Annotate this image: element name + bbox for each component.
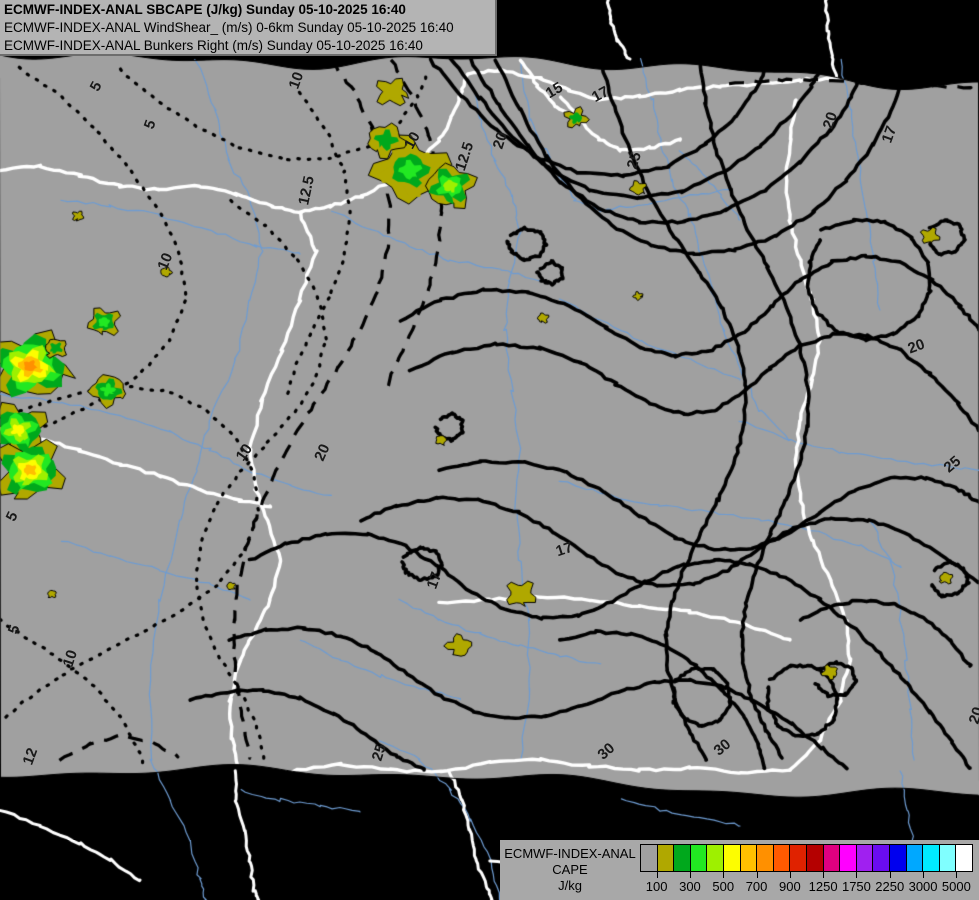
colorbar-tick (889, 872, 891, 878)
colorbar-wrap: 100 300 500 700 900 1250 1750 2250 3000 5000 (640, 844, 979, 897)
colorbar-swatch-0 (641, 845, 658, 871)
header-info-panel: ECMWF-INDEX-ANAL SBCAPE (J/kg) Sunday 05… (0, 0, 497, 56)
colorbar-swatch-5 (723, 845, 741, 871)
colorbar-swatch-4 (707, 845, 724, 871)
colorbar-swatch-16 (906, 845, 924, 871)
colorbar[interactable] (640, 844, 973, 872)
legend-title-units: J/kg (558, 878, 582, 893)
colorbar-tick (956, 872, 958, 878)
colorbar-tick (789, 872, 791, 878)
colorbar-tick (756, 872, 758, 878)
colorbar-swatch-18 (939, 845, 957, 871)
colorbar-tick-labels: 100 300 500 700 900 1250 1750 2250 3000 5000 (640, 879, 973, 897)
colorbar-swatch-19 (956, 845, 972, 871)
colorbar-swatch-12 (840, 845, 857, 871)
colorbar-label: 900 (778, 879, 801, 894)
legend-title-block: ECMWF-INDEX-ANAL CAPE J/kg (500, 844, 640, 894)
colorbar-tick (856, 872, 858, 878)
colorbar-label: 5000 (941, 879, 971, 894)
colorbar-tick (923, 872, 925, 878)
colorbar-legend-panel: ECMWF-INDEX-ANAL CAPE J/kg 100 300 500 700 9… (500, 840, 979, 900)
header-line-sbcape: ECMWF-INDEX-ANAL SBCAPE (J/kg) Sunday 05… (4, 2, 406, 17)
colorbar-swatch-1 (657, 845, 675, 871)
colorbar-swatch-9 (790, 845, 807, 871)
colorbar-label: 3000 (908, 879, 938, 894)
colorbar-swatch-15 (889, 845, 907, 871)
legend-title-field: CAPE (552, 862, 588, 877)
colorbar-ticks (640, 872, 973, 879)
colorbar-tick (823, 872, 825, 878)
colorbar-swatch-10 (806, 845, 824, 871)
colorbar-label: 500 (712, 879, 735, 894)
colorbar-label: 100 (645, 879, 668, 894)
colorbar-swatch-7 (757, 845, 774, 871)
colorbar-tick (723, 872, 725, 878)
colorbar-swatch-3 (690, 845, 708, 871)
legend-title-model: ECMWF-INDEX-ANAL (504, 846, 636, 861)
header-line-bunkers-right: ECMWF-INDEX-ANAL Bunkers Right (m/s) Sun… (4, 38, 423, 53)
colorbar-swatch-17 (923, 845, 940, 871)
colorbar-swatch-6 (740, 845, 758, 871)
colorbar-swatch-8 (773, 845, 791, 871)
header-line-windshear: ECMWF-INDEX-ANAL WindShear_ (m/s) 0-6km … (4, 20, 454, 35)
colorbar-tick (689, 872, 691, 878)
colorbar-label: 1250 (808, 879, 838, 894)
colorbar-swatch-2 (674, 845, 691, 871)
colorbar-swatch-14 (873, 845, 890, 871)
colorbar-label: 2250 (875, 879, 905, 894)
colorbar-label: 700 (745, 879, 768, 894)
colorbar-tick (656, 872, 658, 878)
colorbar-swatch-13 (856, 845, 874, 871)
colorbar-label: 300 (679, 879, 701, 894)
colorbar-swatch-11 (823, 845, 841, 871)
colorbar-label: 1750 (841, 879, 871, 894)
